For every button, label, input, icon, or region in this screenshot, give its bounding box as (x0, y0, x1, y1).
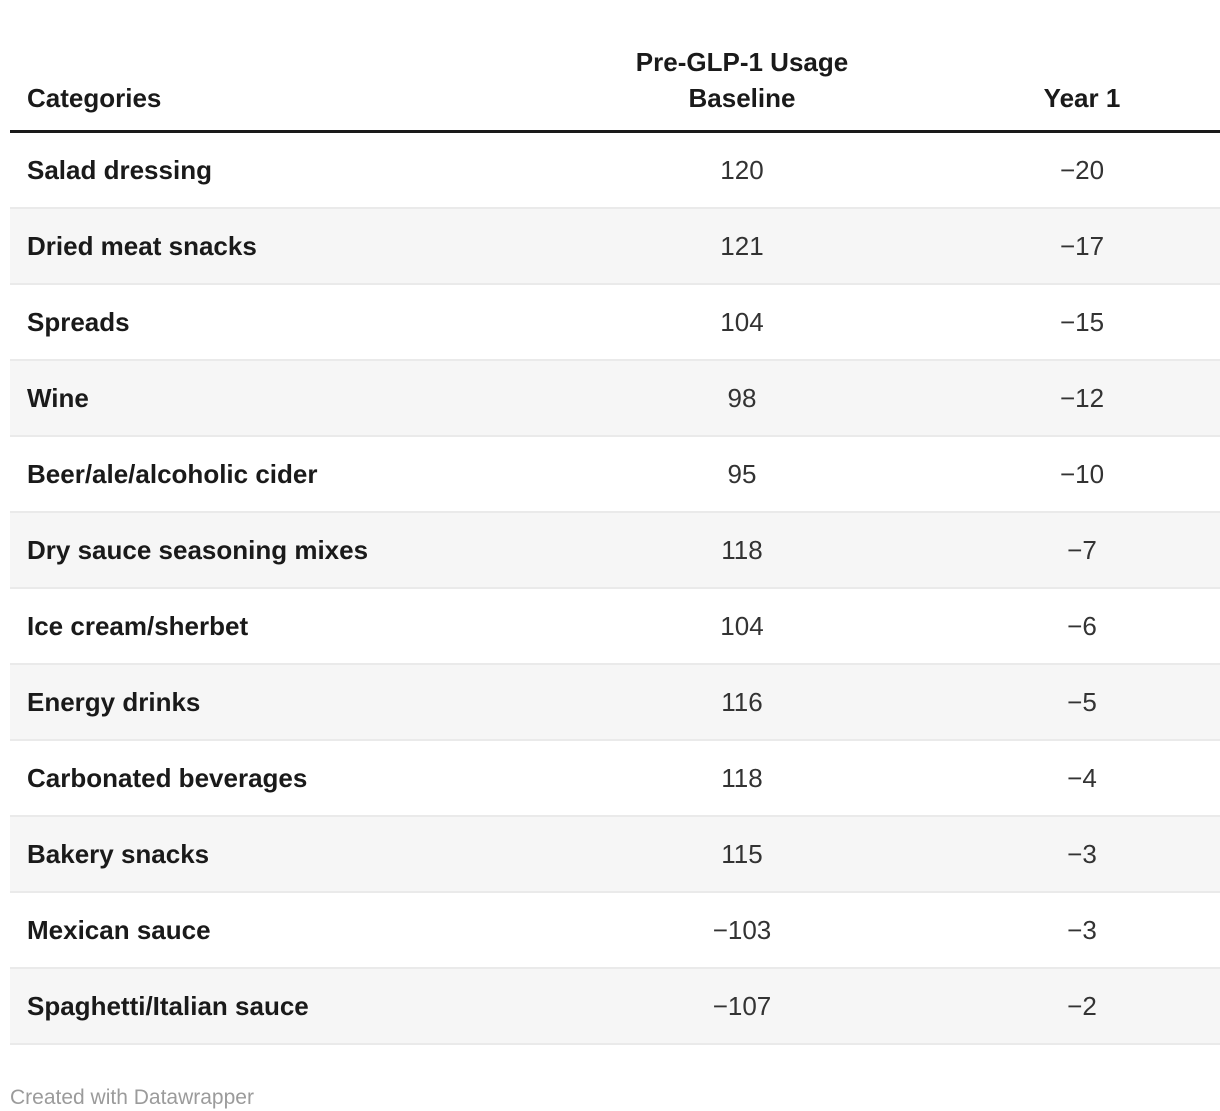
category-cell: Spaghetti/Italian sauce (27, 990, 309, 1021)
baseline-cell: 116 (721, 686, 763, 717)
table-row: Spaghetti/Italian sauce −107 −2 (10, 968, 1220, 1044)
column-header-baseline-line2: Baseline (688, 83, 796, 113)
baseline-cell: −103 (712, 914, 772, 945)
table-row: Mexican sauce −103 −3 (10, 892, 1220, 968)
table-row: Bakery snacks 115 −3 (10, 816, 1220, 892)
year1-cell: −3 (1067, 914, 1097, 945)
year1-cell: −12 (1059, 382, 1105, 413)
year1-cell: −5 (1067, 686, 1097, 717)
baseline-cell: 104 (720, 306, 764, 337)
year1-cell: −10 (1059, 458, 1105, 489)
year1-cell: −20 (1059, 154, 1105, 185)
baseline-cell: 95 (727, 458, 757, 489)
year1-cell: −4 (1067, 762, 1097, 793)
category-cell: Salad dressing (27, 154, 212, 185)
table-row: Salad dressing 120 −20 (10, 132, 1220, 208)
category-cell: Carbonated beverages (27, 762, 308, 793)
header-row: Categories Pre-GLP-1 Usage Baseline Year… (10, 0, 1220, 133)
category-cell: Dry sauce seasoning mixes (27, 534, 369, 565)
table-row: Ice cream/sherbet 104 −6 (10, 588, 1220, 664)
table-row: Carbonated beverages 118 −4 (10, 740, 1220, 816)
table-row: Dry sauce seasoning mixes 118 −7 (10, 512, 1220, 588)
table-row: Beer/ale/alcoholic cider 95 −10 (10, 436, 1220, 512)
category-cell: Wine (27, 382, 89, 413)
category-cell: Energy drinks (27, 686, 201, 717)
baseline-cell: 118 (721, 534, 763, 565)
baseline-cell: −107 (712, 990, 772, 1021)
category-cell: Spreads (27, 306, 130, 337)
column-header-categories: Categories (10, 0, 547, 133)
year1-cell: −3 (1067, 838, 1097, 869)
datawrapper-attribution-link[interactable]: Created with Datawrapper (10, 1086, 254, 1109)
baseline-cell: 118 (721, 762, 763, 793)
table-row: Dried meat snacks 121 −17 (10, 208, 1220, 284)
year1-cell: −15 (1059, 306, 1105, 337)
baseline-cell: 121 (720, 230, 764, 261)
column-header-year1: Year 1 (937, 0, 1220, 133)
glp1-usage-table: Categories Pre-GLP-1 Usage Baseline Year… (10, 0, 1220, 1045)
year1-cell: −2 (1067, 990, 1097, 1021)
category-cell: Beer/ale/alcoholic cider (27, 458, 318, 489)
column-header-baseline: Pre-GLP-1 Usage Baseline (547, 0, 937, 133)
column-header-baseline-line1: Pre-GLP-1 Usage (635, 47, 849, 77)
category-cell: Ice cream/sherbet (27, 610, 249, 641)
table-body: Salad dressing 120 −20 Dried meat snacks… (10, 132, 1220, 1044)
baseline-cell: 120 (720, 154, 764, 185)
column-header-categories-label: Categories (27, 83, 162, 113)
category-cell: Dried meat snacks (27, 230, 257, 261)
table-row: Spreads 104 −15 (10, 284, 1220, 360)
baseline-cell: 104 (720, 610, 764, 641)
table-row: Energy drinks 116 −5 (10, 664, 1220, 740)
column-header-year1-label: Year 1 (1043, 83, 1121, 113)
category-cell: Mexican sauce (27, 914, 211, 945)
year1-cell: −17 (1059, 230, 1105, 261)
year1-cell: −7 (1067, 534, 1097, 565)
year1-cell: −6 (1067, 610, 1097, 641)
category-cell: Bakery snacks (27, 838, 210, 869)
table-row: Wine 98 −12 (10, 360, 1220, 436)
table-header: Categories Pre-GLP-1 Usage Baseline Year… (10, 0, 1220, 133)
baseline-cell: 115 (721, 838, 763, 869)
baseline-cell: 98 (727, 382, 757, 413)
